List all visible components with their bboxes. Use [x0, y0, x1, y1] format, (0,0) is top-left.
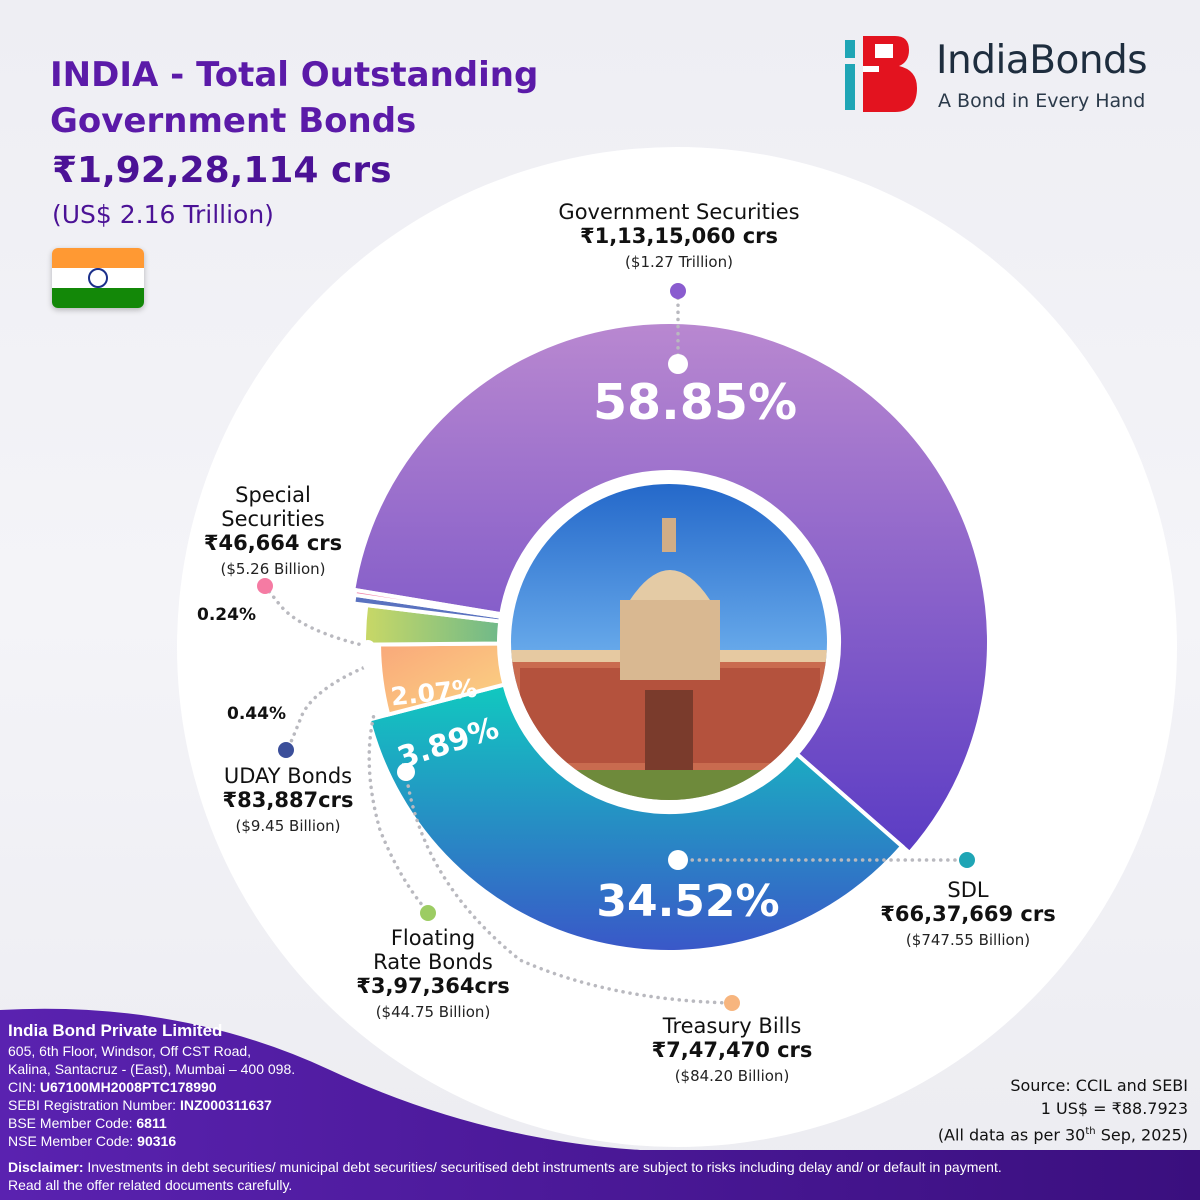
brand-tagline: A Bond in Every Hand: [938, 90, 1146, 112]
pct-sdl: 34.52%: [596, 876, 779, 927]
company-nse: NSE Member Code: 90316: [8, 1133, 177, 1149]
brand-name: IndiaBonds: [936, 38, 1148, 83]
label-uday-inr: ₹83,887crs: [222, 788, 354, 812]
company-address-2: Kalina, Santacruz - (East), Mumbai – 400…: [8, 1061, 296, 1077]
company-name: India Bond Private Limited: [8, 1021, 223, 1040]
marker-tbills-outer: [724, 995, 740, 1011]
label-tbills: Treasury Bills ₹7,47,470 crs ($84.20 Bil…: [632, 1014, 832, 1085]
label-frb-name-2: Rate Bonds: [373, 950, 493, 974]
building-photo: [511, 484, 827, 800]
disclaimer-text: Investments in debt securities/ municipa…: [83, 1159, 1002, 1175]
company-bse: BSE Member Code: 6811: [8, 1115, 167, 1131]
india-flag-icon: [52, 248, 144, 308]
label-gsec: Government Securities ₹1,13,15,060 crs (…: [529, 200, 829, 271]
page-title: INDIA - Total Outstanding Government Bon…: [50, 55, 539, 141]
label-special-name-2: Securities: [221, 507, 325, 531]
label-uday-name: UDAY Bonds: [223, 764, 353, 788]
data-date-line: (All data as per 30th Sep, 2025): [937, 1125, 1188, 1145]
label-sdl: SDL ₹66,37,669 crs ($747.55 Billion): [868, 878, 1068, 949]
total-inr: ₹1,92,28,114 crs: [52, 150, 392, 191]
label-frb-inr: ₹3,97,364crs: [356, 974, 510, 998]
source-note: Source: CCIL and SEBI 1 US$ = ₹88.7923 (…: [938, 1074, 1188, 1146]
marker-gsec-outer: [670, 283, 686, 299]
label-special-usd: ($5.26 Billion): [220, 560, 326, 578]
source-line: Source: CCIL and SEBI: [1010, 1076, 1188, 1095]
label-special-inr: ₹46,664 crs: [203, 531, 343, 555]
marker-special-inner: [361, 640, 375, 654]
label-special-name-1: Special: [235, 483, 311, 507]
leader-uday: [285, 663, 372, 752]
label-gsec-inr: ₹1,13,15,060 crs: [579, 224, 779, 248]
label-sdl-inr: ₹66,37,669 crs: [880, 902, 1056, 926]
disclaimer-label: Disclaimer:: [8, 1159, 84, 1175]
label-tbills-inr: ₹7,47,470 crs: [651, 1038, 813, 1062]
label-gsec-usd: ($1.27 Trillion): [625, 253, 733, 271]
label-sdl-usd: ($747.55 Billion): [905, 931, 1031, 949]
company-info: India Bond Private Limited 605, 6th Floo…: [8, 1020, 295, 1150]
company-sebi: SEBI Registration Number: INZ000311637: [8, 1097, 272, 1113]
label-tbills-name: Treasury Bills: [662, 1014, 802, 1038]
label-special: Special Securities ₹46,664 crs ($5.26 Bi…: [173, 483, 373, 578]
fx-rate-line: 1 US$ = ₹88.7923: [1040, 1099, 1188, 1118]
disclaimer-line2: Read all the offer related documents car…: [8, 1177, 293, 1193]
leader-tbills: [404, 770, 733, 1005]
marker-uday-outer: [278, 742, 294, 758]
label-uday: UDAY Bonds ₹83,887crs ($9.45 Billion): [188, 764, 388, 835]
footer-wave: [0, 1008, 1200, 1200]
marker-frb-outer: [420, 905, 436, 921]
leader-frb: [367, 701, 430, 914]
company-address-1: 605, 6th Floor, Windsor, Off CST Road,: [8, 1043, 252, 1059]
indiabonds-logo-icon: [845, 36, 917, 112]
label-uday-usd: ($9.45 Billion): [235, 817, 341, 835]
pct-uday: 0.44%: [227, 704, 286, 724]
marker-frb-inner: [368, 694, 386, 712]
label-frb: Floating Rate Bonds ₹3,97,364crs ($44.75…: [333, 926, 533, 1021]
pct-special: 0.24%: [197, 605, 256, 625]
total-usd: (US$ 2.16 Trillion): [52, 200, 274, 229]
company-cin: CIN: U67100MH2008PTC178990: [8, 1079, 217, 1095]
marker-tbills-inner: [397, 763, 415, 781]
label-tbills-usd: ($84.20 Billion): [674, 1067, 790, 1085]
marker-special-outer: [257, 578, 273, 594]
label-sdl-name: SDL: [947, 878, 989, 902]
marker-uday-inner: [363, 658, 377, 672]
marker-sdl-inner: [668, 850, 688, 870]
label-frb-usd: ($44.75 Billion): [375, 1003, 491, 1021]
label-gsec-name: Government Securities: [558, 200, 800, 224]
disclaimer: Disclaimer: Investments in debt securiti…: [8, 1158, 1188, 1194]
marker-gsec-inner: [668, 354, 688, 374]
pct-gsec: 58.85%: [593, 374, 797, 431]
marker-sdl-outer: [959, 852, 975, 868]
label-frb-name-1: Floating: [390, 926, 476, 950]
